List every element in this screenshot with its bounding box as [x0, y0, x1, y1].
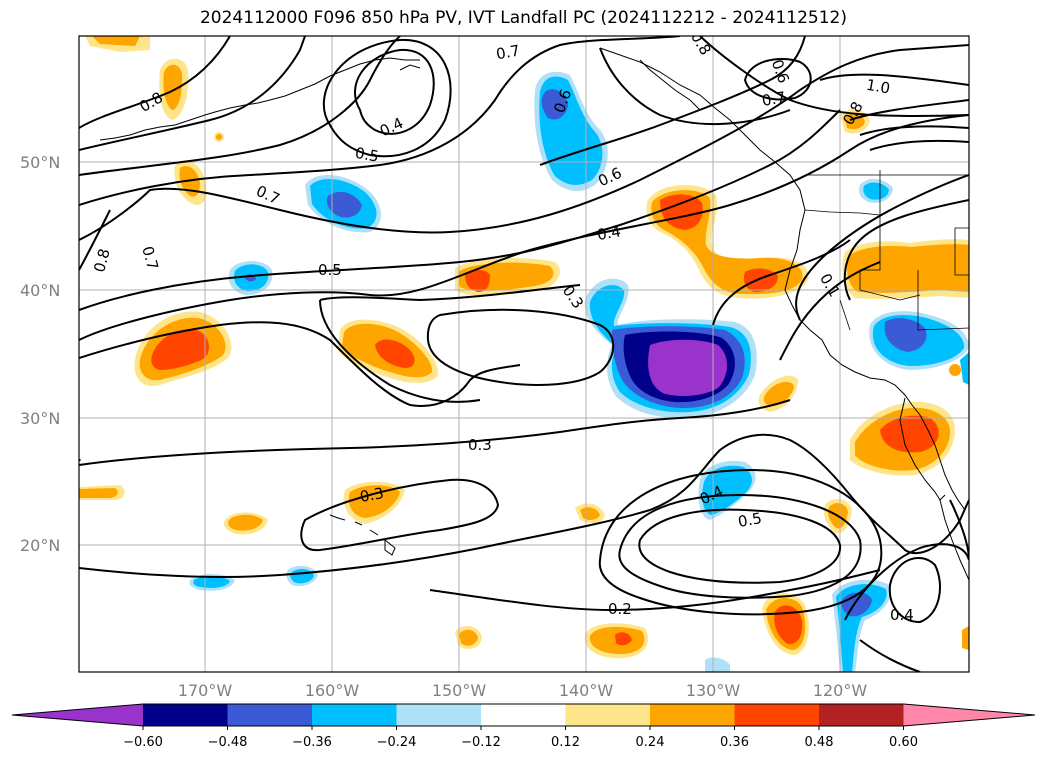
colorbar-segment: [143, 704, 228, 726]
latitude-labels: 50°N 40°N 30°N 20°N: [20, 153, 60, 555]
contour-label: 0.3: [468, 436, 492, 454]
contour-label: 0.5: [318, 261, 342, 279]
colorbar-tick-label: −0.12: [461, 735, 501, 750]
colorbar-tick-label: −0.60: [123, 735, 163, 750]
lon-label: 150°W: [432, 681, 487, 700]
map-title: 2024112000 F096 850 hPa PV, IVT Landfall…: [199, 8, 847, 28]
colorbar-segment: [312, 704, 397, 726]
colorbar-segment: [650, 704, 735, 726]
lat-label: 30°N: [20, 409, 60, 428]
map-frame: [78, 35, 970, 673]
colorbar-tick-label: 0.12: [551, 735, 580, 750]
lon-label: 120°W: [813, 681, 868, 700]
contour-label: 0.7: [495, 41, 522, 63]
lat-label: 40°N: [20, 281, 60, 300]
colorbar-segment: [227, 704, 313, 726]
lon-label: 140°W: [559, 681, 614, 700]
longitude-labels: 170°W 160°W 150°W 140°W 130°W 120°W: [178, 681, 868, 700]
colorbar-tick-label: 0.60: [889, 735, 918, 750]
contours: [79, 36, 969, 672]
contour-label: 0.4: [596, 222, 623, 244]
colorbar-extend-min: [12, 704, 143, 726]
lon-label: 170°W: [178, 681, 233, 700]
colorbar-tick-label: 0.24: [636, 735, 665, 750]
lon-label: 130°W: [686, 681, 741, 700]
pv-shading: [79, 36, 969, 672]
colorbar-tick-label: −0.36: [292, 735, 332, 750]
colorbar-segment: [565, 704, 651, 726]
contour-label: 0.5: [354, 144, 381, 166]
colorbar-segment: [819, 704, 904, 726]
contour-label: 0.8: [90, 247, 114, 275]
borders: [804, 170, 969, 331]
colorbar-tick-label: −0.48: [208, 735, 248, 750]
colorbar-tick-label: −0.24: [377, 735, 417, 750]
contour-label: 0.2: [608, 600, 632, 618]
contour-label: 0.4: [890, 606, 914, 624]
colorbar-tick-label: 0.36: [720, 735, 749, 750]
colorbar-segment: [481, 704, 566, 726]
colorbar-tick-label: 0.48: [805, 735, 834, 750]
contour-label: 0.5: [737, 509, 764, 531]
colorbar-segment: [396, 704, 482, 726]
colorbar: −0.60 −0.48 −0.36 −0.24 −0.12 0.12 0.24 0.36 0.4…: [11, 703, 1036, 750]
contour-label: 1.0: [865, 76, 892, 98]
colorbar-extend-max: [903, 704, 1035, 726]
coastlines: [99, 47, 969, 581]
contour-label: 0.7: [760, 88, 787, 110]
contour-label: 0.7: [138, 244, 162, 272]
lat-label: 50°N: [20, 153, 60, 172]
colorbar-segment: [734, 704, 820, 726]
graticule: [79, 36, 969, 672]
contour-label: 0.3: [358, 484, 385, 506]
lat-label: 20°N: [20, 536, 60, 555]
lon-label: 160°W: [305, 681, 360, 700]
